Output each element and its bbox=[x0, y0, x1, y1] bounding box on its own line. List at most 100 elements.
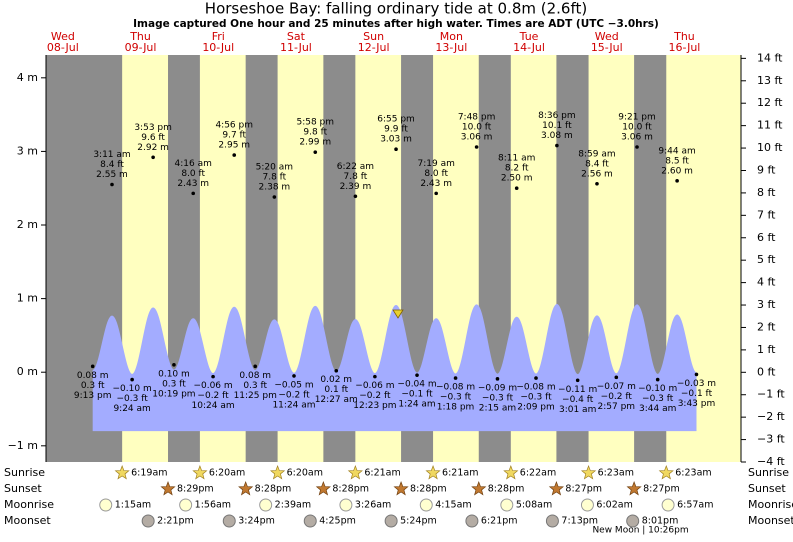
tide-label: 10.1 ft bbox=[542, 121, 572, 131]
tide-label: 8.2 ft bbox=[505, 164, 529, 174]
tide-label: −0.10 m bbox=[113, 384, 152, 394]
y2-tick-label: 0 ft bbox=[757, 365, 776, 378]
tide-label: 10:24 am bbox=[192, 401, 235, 411]
tide-label: 3:43 pm bbox=[678, 399, 716, 409]
tide-label: 9:13 pm bbox=[74, 391, 112, 401]
tide-point bbox=[595, 181, 599, 186]
sunset-time: 8:28pm bbox=[488, 484, 525, 495]
y2-tick-label: 3 ft bbox=[757, 298, 776, 311]
tide-label: 7.8 ft bbox=[263, 173, 287, 183]
day-name: Sat bbox=[287, 30, 306, 43]
y2-tick-label: 12 ft bbox=[757, 96, 783, 109]
day-name: Mon bbox=[440, 30, 463, 43]
day-date: 13-Jul bbox=[435, 41, 467, 54]
moonrise-icon bbox=[99, 498, 113, 512]
day-date: 15-Jul bbox=[591, 41, 623, 54]
tide-label: −0.2 ft bbox=[359, 391, 391, 401]
tide-point bbox=[353, 194, 358, 199]
moonrise-time: 1:56am bbox=[195, 500, 231, 511]
tide-label: 3.08 m bbox=[541, 131, 573, 141]
moonrise-icon bbox=[419, 498, 433, 512]
sunrise-icon bbox=[658, 465, 674, 480]
tide-label: 2.39 m bbox=[340, 182, 372, 192]
sunset-time: 8:28pm bbox=[255, 484, 292, 495]
tide-curve bbox=[92, 303, 697, 376]
tide-point bbox=[110, 182, 114, 187]
tide-label: 2.56 m bbox=[581, 169, 613, 179]
moonset-icon bbox=[141, 514, 155, 528]
tide-point bbox=[151, 155, 155, 160]
day-date: 16-Jul bbox=[669, 41, 701, 54]
tide-label: −0.3 ft bbox=[642, 394, 674, 404]
moonrise-icon bbox=[179, 498, 193, 512]
sunrise-time: 6:23am bbox=[598, 468, 634, 479]
row-label: Sunset bbox=[748, 482, 786, 495]
tide-point bbox=[415, 373, 419, 377]
tide-label: 3:01 am bbox=[559, 405, 596, 415]
tide-label: −0.3 ft bbox=[440, 393, 472, 403]
moonset-icon bbox=[465, 514, 479, 528]
y2-tick-label: −2 ft bbox=[757, 410, 785, 423]
day-name: Wed bbox=[595, 30, 619, 43]
tide-label: 0.3 ft bbox=[81, 381, 105, 391]
day-name: Thu bbox=[673, 30, 695, 43]
y2-tick-label: −1 ft bbox=[757, 388, 785, 401]
sunset-icon bbox=[238, 481, 254, 496]
tide-point bbox=[90, 364, 95, 369]
moonset-time: 3:24pm bbox=[238, 516, 275, 527]
tide-label: 2.43 m bbox=[420, 179, 452, 189]
moonrise-time: 1:15am bbox=[115, 500, 151, 511]
tide-point bbox=[211, 374, 215, 379]
tide-point bbox=[474, 145, 479, 149]
tide-point bbox=[614, 375, 619, 380]
tide-label: 11:25 pm bbox=[234, 391, 277, 401]
moonrise-time: 4:15am bbox=[435, 500, 471, 511]
day-name: Fri bbox=[212, 30, 225, 43]
moonset-time: 8:01pm bbox=[642, 516, 679, 527]
sunrise-icon bbox=[114, 465, 130, 480]
sunrise-time: 6:20am bbox=[209, 468, 245, 479]
y2-tick-label: 5 ft bbox=[757, 253, 776, 266]
tide-point bbox=[232, 153, 237, 157]
tide-label: 2.95 m bbox=[218, 141, 250, 151]
moonrise-icon bbox=[339, 498, 353, 512]
tide-label: 3.03 m bbox=[380, 135, 412, 145]
sunset-time: 8:28pm bbox=[410, 484, 447, 495]
sunset-icon bbox=[548, 481, 564, 496]
sunrise-time: 6:23am bbox=[675, 468, 711, 479]
moonset-icon bbox=[222, 514, 236, 528]
tide-point bbox=[272, 195, 277, 199]
tide-label: 2:57 pm bbox=[598, 402, 636, 412]
y-tick-label: 3 m bbox=[17, 144, 38, 157]
moonset-time: 2:21pm bbox=[157, 516, 194, 527]
tide-label: 3:11 am bbox=[93, 150, 130, 160]
tide-label: 7:48 pm bbox=[458, 112, 496, 122]
tide-label: 5:58 pm bbox=[296, 118, 334, 128]
day-date: 12-Jul bbox=[358, 41, 390, 54]
day-date: 08-Jul bbox=[47, 41, 79, 54]
moonset-icon bbox=[384, 514, 398, 528]
tide-point bbox=[555, 143, 559, 148]
day-name: Wed bbox=[51, 30, 75, 43]
tide-label: 9.7 ft bbox=[222, 131, 246, 141]
tide-label: 6:55 pm bbox=[377, 115, 415, 125]
tide-label: 4:56 pm bbox=[215, 121, 253, 131]
y2-tick-label: 2 ft bbox=[757, 320, 776, 333]
sunrise-icon bbox=[503, 465, 519, 480]
sunset-icon bbox=[471, 481, 487, 496]
y-tick-label: 2 m bbox=[17, 218, 38, 231]
y-tick-label: 1 m bbox=[17, 292, 38, 305]
tide-label: −0.06 m bbox=[193, 381, 232, 391]
tide-label: 1:18 pm bbox=[437, 403, 475, 413]
moonrise-icon bbox=[259, 498, 273, 512]
current-tide-marker bbox=[392, 309, 404, 319]
y2-tick-label: 8 ft bbox=[757, 186, 776, 199]
tide-label: −0.05 m bbox=[274, 380, 313, 390]
y2-tick-label: 11 ft bbox=[757, 119, 783, 132]
sunrise-icon bbox=[270, 465, 286, 480]
moonrise-time: 6:57am bbox=[677, 500, 713, 511]
tide-point bbox=[694, 372, 699, 377]
tide-label: 3.06 m bbox=[621, 132, 653, 142]
tide-label: 2.50 m bbox=[501, 174, 533, 184]
tide-point bbox=[191, 191, 196, 196]
